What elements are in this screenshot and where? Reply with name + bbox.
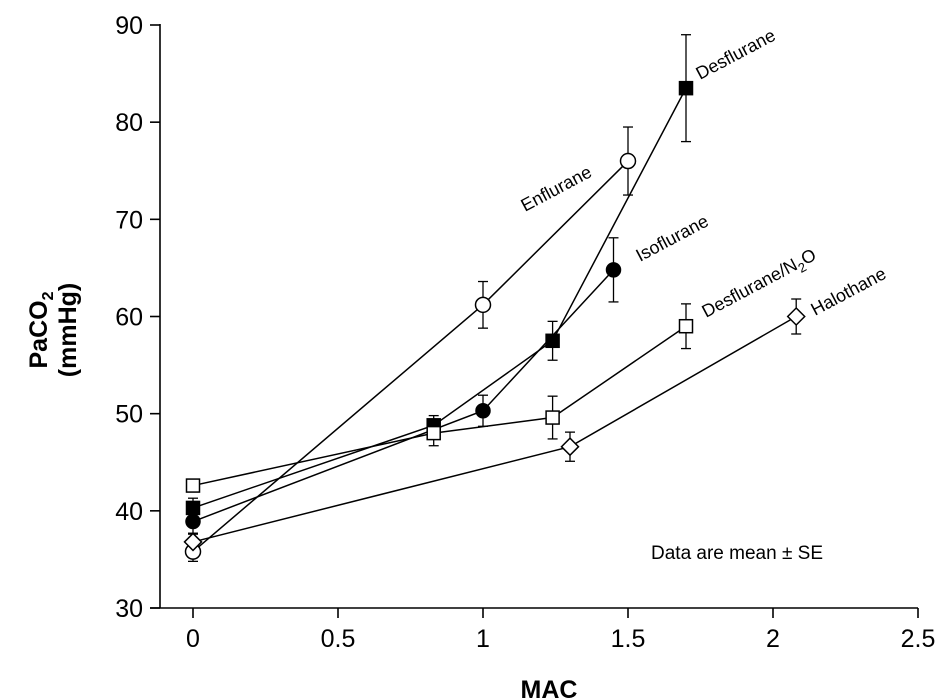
data-point xyxy=(560,437,580,457)
data-point xyxy=(786,306,806,327)
y-tick-label: 50 xyxy=(115,401,143,429)
y-tick-label: 70 xyxy=(115,206,143,234)
x-tick-label: 0.5 xyxy=(321,625,356,653)
series-label-desflurane-n2o: Desflurane/N2O xyxy=(698,245,821,325)
series-line xyxy=(192,160,629,553)
series-label-halothane: Halothane xyxy=(807,263,889,319)
data-point xyxy=(426,425,441,441)
data-point xyxy=(185,513,201,530)
series-line xyxy=(192,315,797,543)
data-point xyxy=(619,152,637,170)
data-point xyxy=(185,478,201,493)
data-point xyxy=(475,403,491,419)
y-tick-label: 40 xyxy=(115,498,143,526)
y-tick-label: 90 xyxy=(115,12,143,40)
series-label-desflurane: Desflurane xyxy=(692,25,778,84)
y-tick-label: 80 xyxy=(115,109,143,137)
data-point xyxy=(545,410,560,425)
series-line xyxy=(192,87,687,509)
annotation-mean-se: Data are mean ± SE xyxy=(651,543,823,564)
series-label-isoflurane: Isoflurane xyxy=(632,211,711,266)
x-tick-label: 2.5 xyxy=(901,625,936,653)
data-point xyxy=(545,333,560,349)
data-point xyxy=(605,262,622,278)
y-axis-title: PaCO2 xyxy=(25,291,57,368)
data-point xyxy=(678,80,694,96)
markers xyxy=(183,80,806,560)
data-point xyxy=(474,296,492,314)
x-axis-title: MAC xyxy=(521,676,578,700)
data-point xyxy=(183,532,203,552)
ticks: 30 40 50 60 70 80 90 0 0.5 1 1.5 2 2.5 xyxy=(115,12,935,653)
x-tick-label: 1 xyxy=(476,625,490,653)
y-axis-unit: (mmHg) xyxy=(54,283,82,377)
data-point xyxy=(678,318,694,334)
series-label-enflurane: Enflurane xyxy=(517,162,594,216)
y-tick-label: 60 xyxy=(115,304,143,332)
series-lines xyxy=(192,87,797,553)
series-line xyxy=(192,325,687,487)
y-tick-label: 30 xyxy=(115,595,143,623)
x-tick-label: 2 xyxy=(766,625,780,653)
data-point xyxy=(185,500,201,516)
x-tick-label: 1.5 xyxy=(611,625,646,653)
x-tick-label: 0 xyxy=(186,625,200,653)
